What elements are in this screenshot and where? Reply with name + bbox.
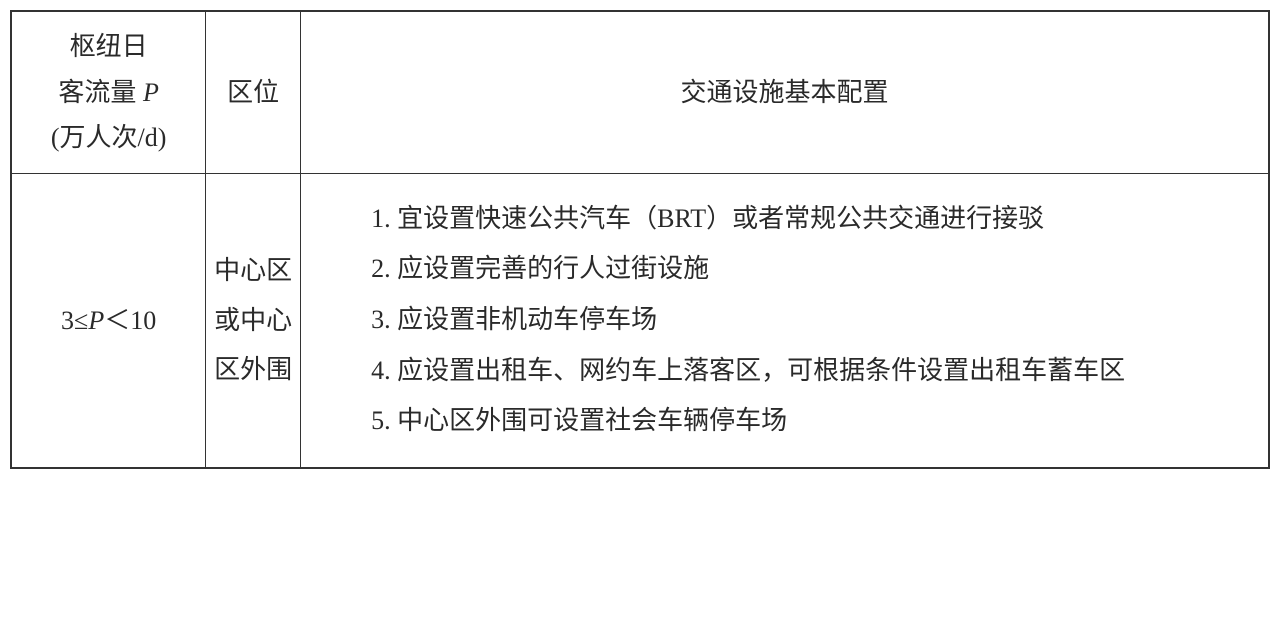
zone-line2: 或中心 [210,296,296,345]
header-col1-line3: (万人次/d) [20,115,197,161]
facility-config-table: 枢纽日 客流量 P (万人次/d) 区位 交通设施基本配置 3≤P＜10 中心区… [10,10,1270,469]
header-zone: 区位 [206,11,301,173]
range-prefix: 3≤ [61,306,88,335]
config-item-5: 5. 中心区外围可设置社会车辆停车场 [319,396,1250,447]
cell-zone: 中心区 或中心 区外围 [206,173,301,468]
range-var: P [88,306,104,335]
table-header-row: 枢纽日 客流量 P (万人次/d) 区位 交通设施基本配置 [11,11,1269,173]
header-col1-line1: 枢纽日 [20,24,197,70]
cell-passenger-flow-range: 3≤P＜10 [11,173,206,468]
table-data-row: 3≤P＜10 中心区 或中心 区外围 1. 宜设置快速公共汽车（BRT）或者常规… [11,173,1269,468]
header-facility-config: 交通设施基本配置 [301,11,1269,173]
zone-line3: 区外围 [210,345,296,394]
config-item-4: 4. 应设置出租车、网约车上落客区，可根据条件设置出租车蓄车区 [319,346,1250,397]
config-item-3: 3. 应设置非机动车停车场 [319,295,1250,346]
header-passenger-flow: 枢纽日 客流量 P (万人次/d) [11,11,206,173]
header-col1-line2: 客流量 P [20,70,197,116]
config-item-1: 1. 宜设置快速公共汽车（BRT）或者常规公共交通进行接驳 [319,194,1250,245]
zone-line1: 中心区 [210,246,296,295]
range-suffix: ＜10 [104,306,156,335]
cell-facility-config: 1. 宜设置快速公共汽车（BRT）或者常规公共交通进行接驳 2. 应设置完善的行… [301,173,1269,468]
header-col1-var: P [143,78,159,107]
config-item-2: 2. 应设置完善的行人过街设施 [319,244,1250,295]
